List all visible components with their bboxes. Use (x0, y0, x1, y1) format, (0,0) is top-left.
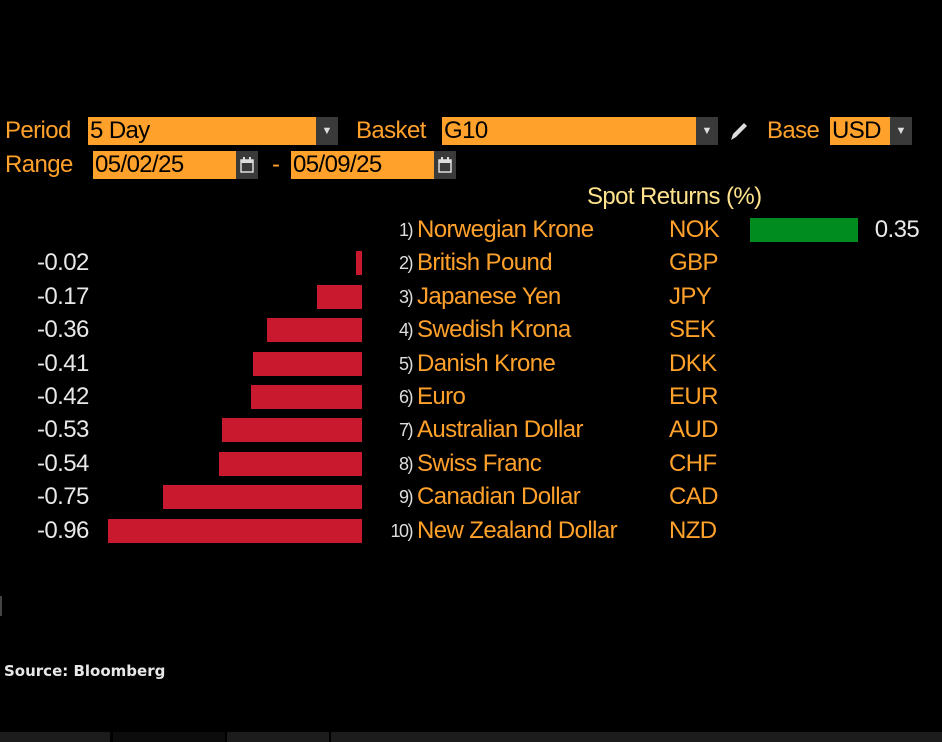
currency-code: EUR (669, 383, 718, 410)
bar-negative (163, 485, 362, 510)
currency-code: CAD (669, 483, 718, 511)
row-rank[interactable]: 2) (398, 253, 414, 274)
period-dropdown-arrow-icon[interactable]: ▼ (316, 117, 338, 145)
data-label: 0.35 (874, 216, 920, 243)
data-label: -0.96 (37, 516, 89, 544)
basket-dropdown-arrow-icon[interactable]: ▼ (696, 117, 718, 145)
data-label: -0.41 (37, 349, 89, 377)
bar-negative (253, 351, 362, 376)
pencil-edit-icon[interactable] (727, 119, 751, 143)
scroll-marker (0, 596, 2, 616)
currency-name[interactable]: Swiss Franc (417, 449, 542, 477)
currency-code: DKK (669, 349, 717, 377)
row-rank[interactable]: 4) (398, 320, 414, 341)
currency-name[interactable]: Australian Dollar (417, 416, 583, 444)
footer-tab (0, 732, 110, 742)
row-rank[interactable]: 1) (398, 220, 414, 240)
currency-code: GBP (669, 249, 718, 277)
range-end-input[interactable]: 05/09/25 (291, 151, 434, 179)
footer-tab (331, 732, 942, 742)
base-dropdown-arrow-icon[interactable]: ▼ (890, 117, 912, 145)
row-rank[interactable]: 5) (398, 353, 414, 374)
data-label: -0.17 (37, 282, 89, 310)
data-label: -0.02 (37, 249, 89, 277)
data-label: -0.54 (37, 449, 89, 477)
bar-positive (750, 218, 858, 242)
source-note: Source: Bloomberg (4, 662, 166, 680)
bar-negative (356, 251, 362, 276)
calendar-start-icon[interactable] (236, 151, 258, 179)
bar-negative (218, 451, 362, 476)
data-label: -0.53 (37, 416, 89, 444)
currency-name[interactable]: New Zealand Dollar (417, 516, 618, 544)
currency-name[interactable]: Norwegian Krone (417, 216, 594, 243)
data-label: -0.42 (37, 383, 89, 410)
data-label: -0.75 (37, 483, 89, 511)
currency-name[interactable]: Japanese Yen (417, 282, 561, 310)
currency-name[interactable]: British Pound (417, 249, 553, 277)
currency-code: AUD (669, 416, 718, 444)
basket-select[interactable]: G10 (442, 117, 696, 145)
chart-title: Spot Returns (%) (587, 183, 762, 210)
row-rank[interactable]: 8) (398, 453, 414, 474)
footer-tab (113, 732, 225, 742)
period-select[interactable]: 5 Day (88, 117, 316, 145)
currency-code: JPY (669, 282, 712, 310)
bar-negative (316, 284, 362, 309)
bar-negative (221, 418, 362, 443)
bar-negative (250, 385, 362, 409)
row-rank[interactable]: 3) (398, 286, 414, 307)
base-label: Base (767, 117, 820, 144)
basket-label: Basket (356, 117, 426, 144)
currency-name[interactable]: Swedish Krona (417, 316, 571, 344)
currency-name[interactable]: Euro (417, 383, 466, 410)
row-rank[interactable]: 9) (398, 487, 414, 508)
range-separator: - (272, 151, 280, 178)
base-select[interactable]: USD (830, 117, 890, 145)
footer-tab (227, 732, 329, 742)
bar-negative (107, 518, 362, 543)
row-rank[interactable]: 10) (390, 520, 413, 541)
calendar-end-icon[interactable] (434, 151, 456, 179)
range-start-input[interactable]: 05/02/25 (93, 151, 236, 179)
bar-negative (266, 318, 362, 343)
currency-name[interactable]: Danish Krone (417, 349, 556, 377)
currency-code: NZD (669, 516, 717, 544)
currency-code: NOK (669, 216, 720, 243)
data-label: -0.36 (37, 316, 89, 344)
currency-name[interactable]: Canadian Dollar (417, 483, 581, 511)
row-rank[interactable]: 6) (398, 387, 414, 407)
currency-code: SEK (669, 316, 716, 344)
currency-code: CHF (669, 449, 717, 477)
period-label: Period (5, 117, 71, 144)
range-label: Range (5, 151, 73, 178)
row-rank[interactable]: 7) (398, 420, 414, 441)
